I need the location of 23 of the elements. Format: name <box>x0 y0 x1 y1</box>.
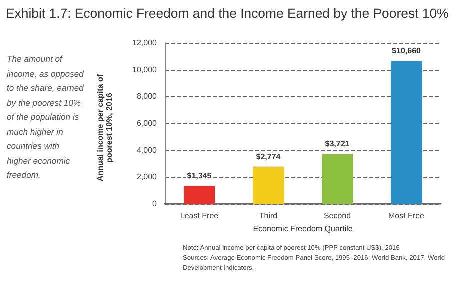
x-tick-label: Least Free <box>180 212 220 220</box>
data-label: $2,774 <box>256 152 282 162</box>
bar <box>252 166 284 204</box>
y-tick-label: 6,000 <box>136 119 158 128</box>
y-tick-label: 2,000 <box>136 172 158 182</box>
x-tick-label: Most Free <box>388 212 426 220</box>
bar <box>390 60 422 204</box>
y-tick-label: 10,000 <box>132 65 158 74</box>
chart-title: Exhibit 1.7: Economic Freedom and the Income Earned by the Poorest 10% <box>6 6 449 21</box>
bar <box>184 186 216 204</box>
text: The amount of income, as opposed to the share, earned by the poorest 10% of the population is much higher in countries with higher economic freedom. <box>7 54 84 180</box>
x-tick-label: Second <box>324 212 352 220</box>
data-label: $10,660 <box>392 46 422 56</box>
y-tick-label: 4,000 <box>136 146 158 155</box>
x-axis-title: Economic Freedom Quartile <box>253 224 354 234</box>
y-tick-label: 0 <box>152 200 158 208</box>
y-axis-title: Annual income per capita of poorest 10%, 2016 <box>96 73 114 183</box>
x-tick-label: Third <box>259 212 278 220</box>
data-label: $3,721 <box>325 140 350 149</box>
bar <box>322 154 354 204</box>
data-label: $1,345 <box>187 171 212 180</box>
y-tick-label: 12,000 <box>132 38 158 48</box>
y-tick-label: 8,000 <box>136 92 158 102</box>
